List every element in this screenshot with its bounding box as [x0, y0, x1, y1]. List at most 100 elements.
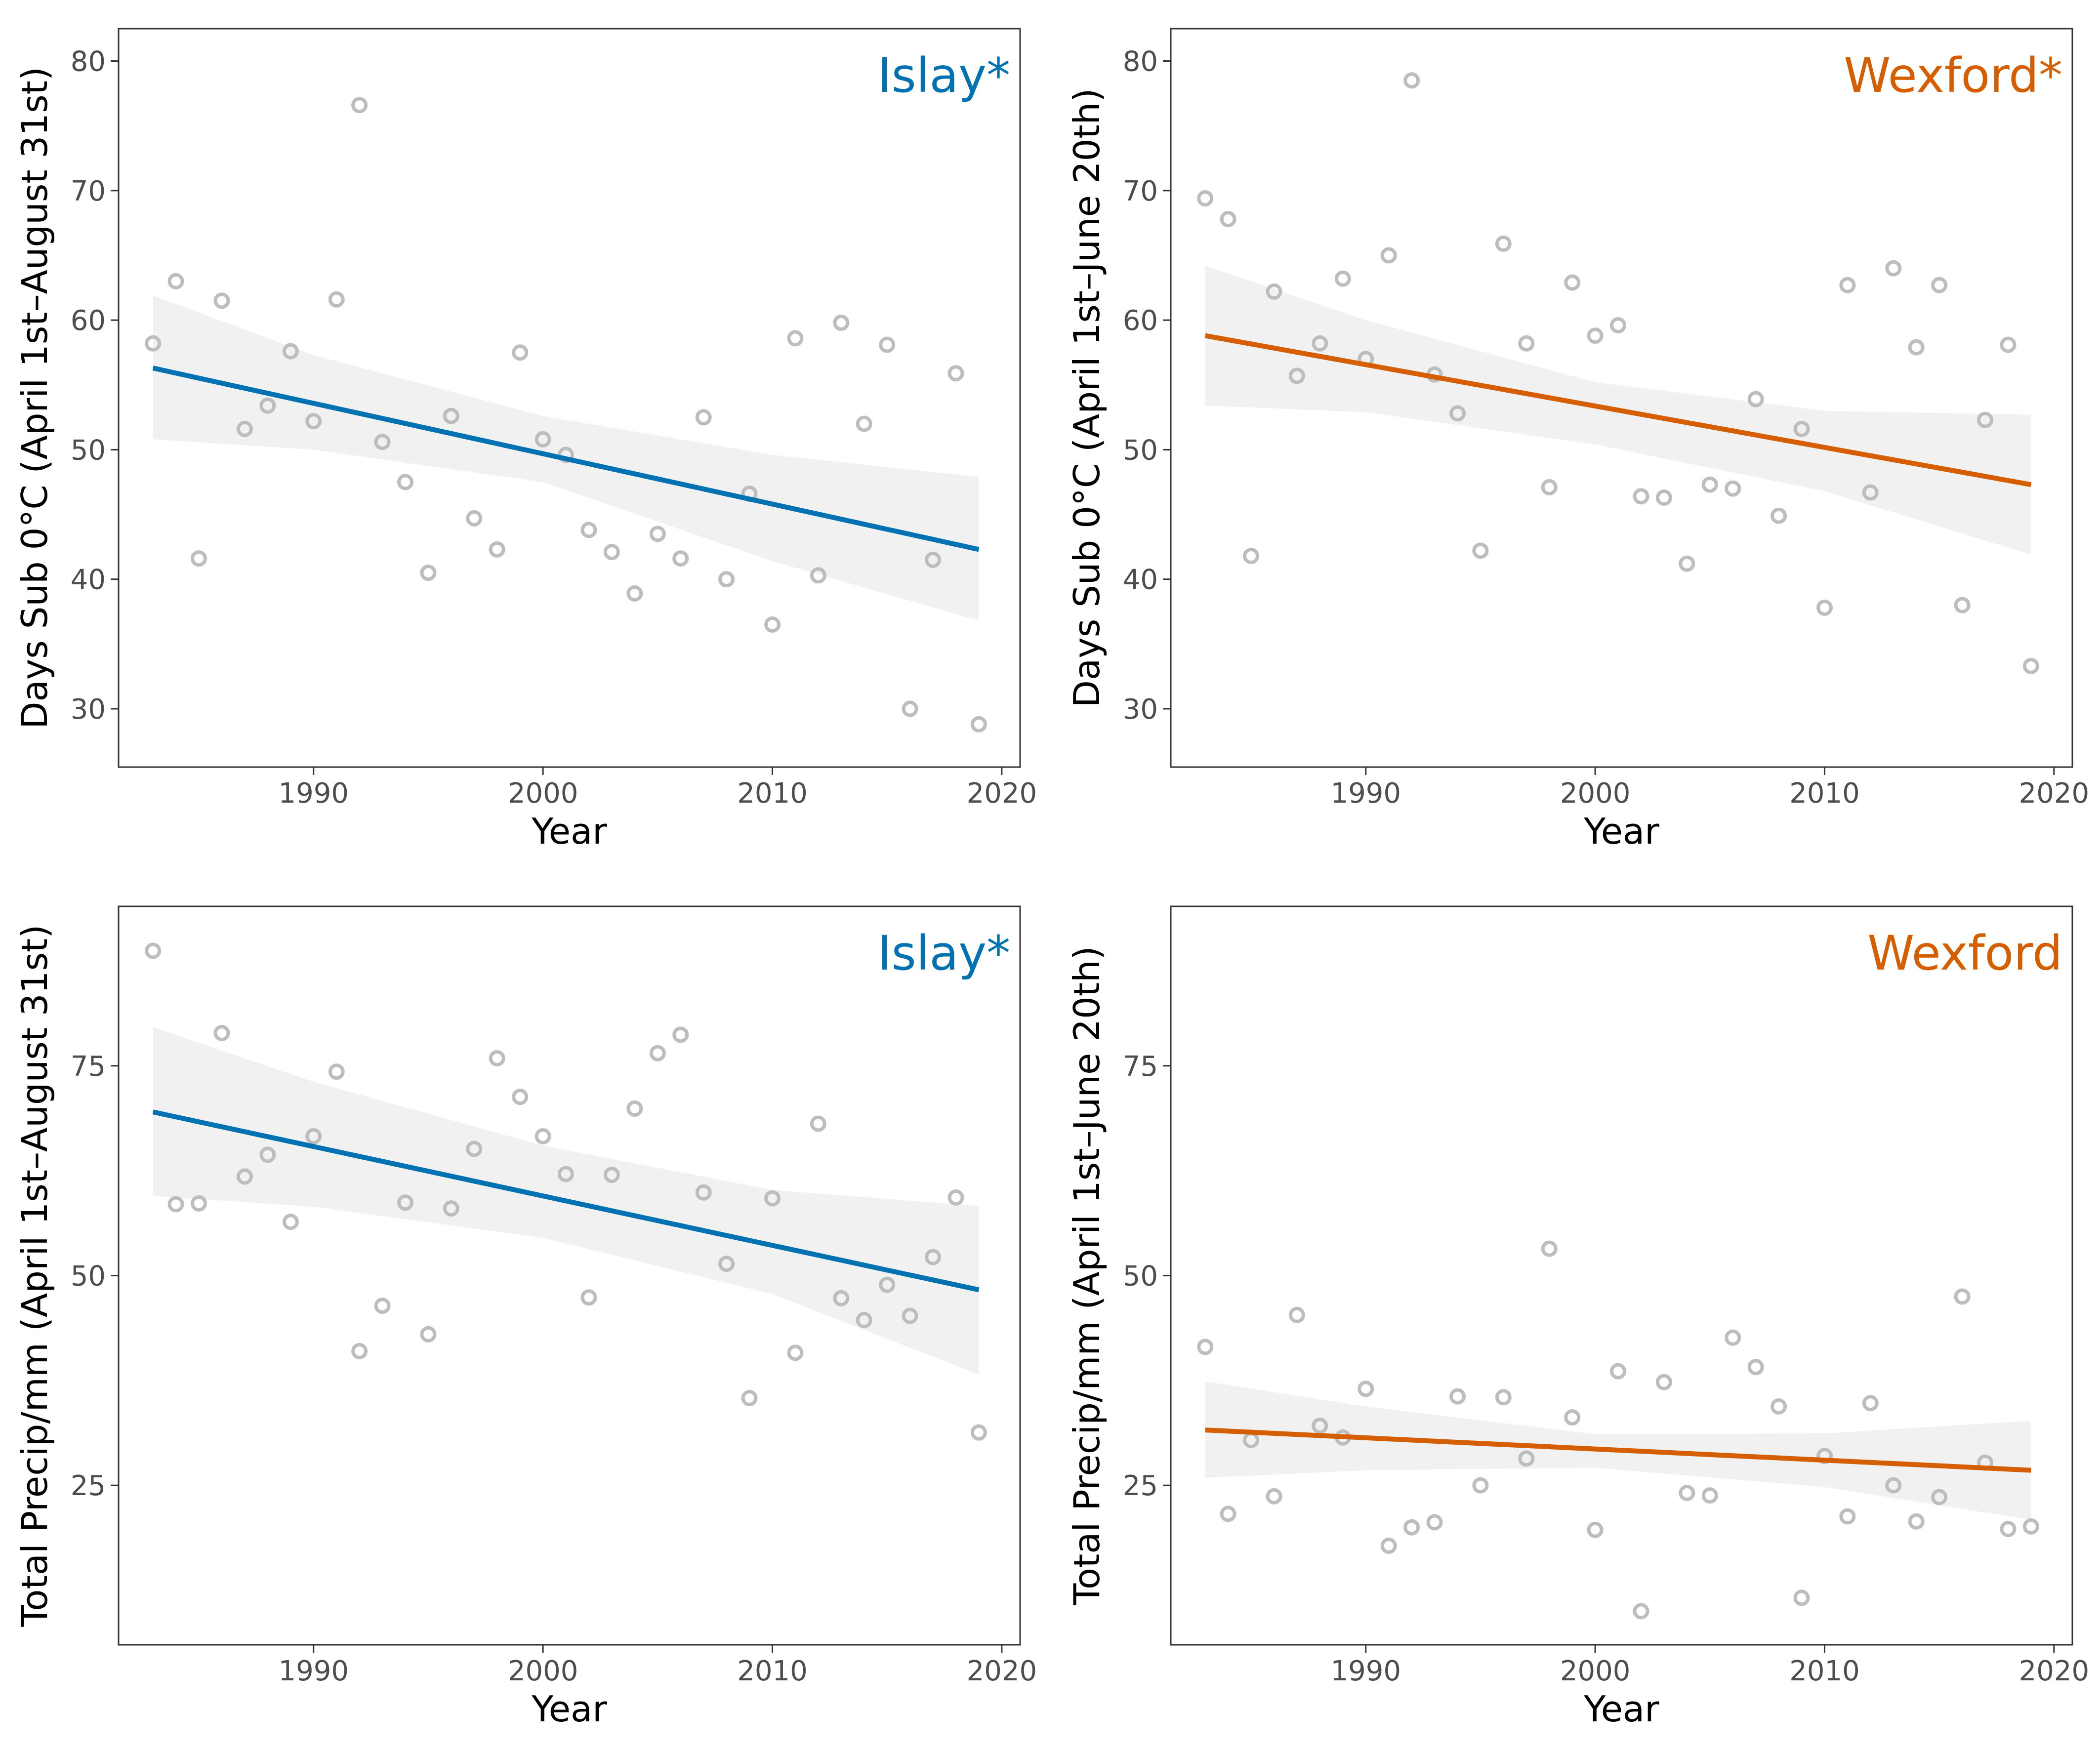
data-point: [1839, 277, 1856, 293]
x-tick-label: 2010: [1789, 777, 1860, 810]
data-point: [236, 420, 253, 437]
data-point: [1633, 488, 1649, 505]
data-point: [947, 365, 964, 382]
x-tick-label: 2010: [737, 777, 808, 810]
data-point: [970, 716, 987, 733]
data-point: [1771, 507, 1787, 524]
data-point: [512, 1089, 529, 1105]
data-point: [1725, 480, 1741, 497]
data-point: [1885, 260, 1902, 277]
plot-border: [118, 28, 1021, 768]
data-point: [1518, 1450, 1535, 1467]
data-point: [305, 1128, 322, 1144]
data-point: [1403, 72, 1420, 89]
data-point: [1587, 327, 1604, 344]
y-tick-label: 50: [71, 1261, 106, 1293]
data-point: [1908, 1513, 1925, 1530]
x-tick-label: 1990: [278, 777, 349, 810]
data-point: [695, 1184, 712, 1201]
data-point: [1266, 283, 1282, 300]
data-point: [1587, 1521, 1604, 1538]
data-point: [833, 314, 850, 331]
data-point: [672, 550, 689, 567]
data-point: [191, 550, 207, 567]
data-point: [764, 1190, 781, 1207]
data-point: [236, 1168, 253, 1185]
y-tick-label: 40: [71, 564, 106, 596]
data-point: [1380, 247, 1397, 264]
data-point: [1725, 1329, 1741, 1346]
data-point: [810, 567, 826, 584]
data-point: [1701, 476, 1718, 493]
panel-site-label: Wexford: [1867, 926, 2062, 981]
data-point: [213, 292, 230, 309]
data-point: [1610, 1363, 1626, 1380]
y-tick-label: 80: [71, 46, 106, 78]
data-point: [1472, 542, 1489, 559]
data-point: [1679, 1485, 1695, 1501]
data-point: [1655, 1374, 1672, 1390]
data-point: [1243, 548, 1259, 564]
x-axis-title: Year: [531, 1688, 607, 1730]
data-point: [1862, 1395, 1879, 1412]
data-point: [1197, 1339, 1214, 1355]
data-point: [558, 1166, 574, 1182]
x-tick-label: 2000: [1560, 777, 1631, 810]
data-point: [1655, 489, 1672, 506]
x-tick-label: 2010: [1789, 1655, 1860, 1687]
data-point: [1747, 391, 1764, 407]
data-point: [1793, 1589, 1810, 1606]
x-tick-label: 1990: [1330, 1655, 1401, 1687]
data-point: [2000, 1521, 2017, 1538]
data-point: [970, 1424, 987, 1441]
data-point: [1426, 1514, 1443, 1531]
data-point: [2022, 1518, 2039, 1535]
panel-site-label: Islay*: [877, 926, 1010, 981]
data-point: [305, 413, 322, 430]
data-point: [328, 291, 345, 308]
data-point: [328, 1063, 345, 1080]
data-point: [1564, 274, 1581, 291]
data-point: [1633, 1603, 1649, 1620]
data-point: [1885, 1477, 1902, 1494]
plot-border: [1170, 28, 2073, 768]
x-tick-label: 2000: [1560, 1655, 1631, 1687]
data-point: [649, 1045, 666, 1061]
data-point: [902, 700, 918, 717]
data-point: [489, 541, 505, 558]
data-point: [787, 330, 804, 347]
data-point: [1472, 1477, 1489, 1494]
data-point: [718, 571, 735, 588]
y-tick-label: 30: [1123, 693, 1158, 726]
data-point: [397, 474, 413, 490]
data-point: [1954, 1288, 1971, 1305]
y-tick-label: 50: [1123, 1261, 1158, 1293]
x-axis-title: Year: [531, 811, 607, 852]
data-point: [351, 1343, 368, 1359]
chart-panel-4: 1990 2000 2010 2020 25 50 75 Year Total Precip/m…: [1066, 905, 2090, 1730]
data-point: [1495, 235, 1512, 252]
data-point: [1954, 597, 1971, 613]
data-point: [259, 397, 276, 414]
data-point: [1931, 277, 1948, 293]
x-tick-label: 2020: [2019, 1655, 2090, 1687]
trend-line: [152, 366, 980, 552]
chart-panel-3: 1990 2000 2010 2020 25 50 75 Year Total Precip/m…: [14, 905, 1037, 1730]
x-tick-label: 1990: [1330, 777, 1401, 810]
chart-panel-2: 1990 2000 2010 2020 30 40 50 60 70 80 Year Days Sub…: [1066, 28, 2089, 852]
y-tick-label: 60: [1123, 305, 1158, 337]
data-point: [810, 1115, 826, 1132]
data-point: [925, 551, 941, 568]
data-point: [856, 415, 872, 432]
data-point: [2022, 657, 2039, 674]
y-axis-title: Total Precip/mm (April 1st–August 31st): [14, 925, 55, 1628]
data-point: [902, 1307, 918, 1324]
chart-panel-1: 1990 2000 2010 2020 30 40 50 60 70 80 Year Days Sub…: [14, 28, 1037, 852]
trend-line: [1204, 333, 2032, 488]
y-tick-label: 50: [1123, 434, 1158, 466]
data-point: [1771, 1398, 1787, 1415]
panel-site-label: Wexford*: [1844, 48, 2062, 103]
data-point: [466, 510, 483, 527]
data-point: [282, 343, 299, 360]
data-point: [259, 1146, 276, 1163]
